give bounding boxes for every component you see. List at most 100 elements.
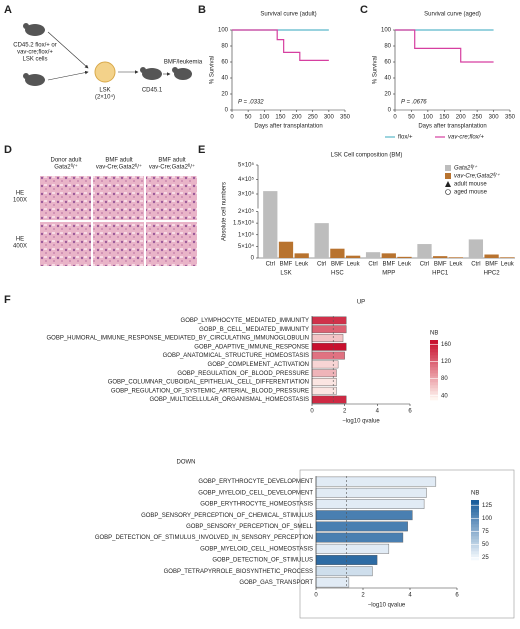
x-tick-label: 50 bbox=[408, 115, 415, 121]
x-tick-label: 150 bbox=[439, 115, 450, 121]
bar bbox=[345, 255, 361, 258]
category-label: GOBP_MYELOID_CELL_HOMEOSTASIS bbox=[200, 546, 313, 552]
x-tick-label: Leuk bbox=[398, 262, 412, 268]
group-label: LSK bbox=[280, 271, 291, 277]
x-axis-label: Days after transplantation bbox=[254, 124, 322, 130]
legend-label: vav-Cre;Gata2ᶠˡ/⁺ bbox=[454, 173, 500, 180]
x-tick-label: 100 bbox=[259, 115, 270, 121]
diagram-label: CD45.1 bbox=[142, 88, 163, 94]
panel-label: E bbox=[198, 144, 205, 156]
axis bbox=[231, 30, 345, 111]
legend-label: vav-cre;flox/+ bbox=[448, 135, 484, 141]
y-tick-label: 3×10⁵ bbox=[238, 191, 255, 198]
histology-image bbox=[93, 176, 144, 220]
bar bbox=[484, 254, 499, 258]
colorbar-tick-label: 80 bbox=[441, 376, 448, 382]
colorbar-step bbox=[471, 539, 479, 543]
survival-line bbox=[395, 29, 494, 63]
colorbar-step bbox=[430, 349, 438, 353]
category-label: GOBP_ERYTHROCYTE_DEVELOPMENT bbox=[198, 479, 313, 485]
category-label: GOBP_ERYTHROCYTE_HOMEOSTASIS bbox=[200, 502, 313, 508]
colorbar-step bbox=[471, 509, 479, 513]
bar bbox=[311, 386, 337, 395]
colorbar-step bbox=[430, 343, 438, 347]
histology-image bbox=[146, 222, 197, 266]
y-tick-label: 0 bbox=[251, 256, 255, 262]
bar bbox=[315, 521, 408, 532]
column-label: Donor adult bbox=[50, 158, 81, 164]
category-label: GOBP_REGULATION_OF_BLOOD_PRESSURE bbox=[177, 371, 309, 377]
category-label: GOBP_GAS_TRANSPORT bbox=[239, 580, 313, 586]
colorbar-step bbox=[430, 355, 438, 359]
x-tick-label: 350 bbox=[505, 115, 516, 121]
bar bbox=[311, 316, 347, 325]
category-label: GOBP_COLUMNAR_CUBOIDAL_EPITHELIAL_CELL_D… bbox=[108, 380, 309, 386]
x-tick-label: 150 bbox=[275, 115, 286, 121]
diagram-label: LSK cells bbox=[22, 57, 47, 63]
row-label: HE bbox=[16, 237, 24, 243]
x-tick-label: 6 bbox=[455, 593, 459, 599]
category-label: GOBP_LYMPHOCYTE_MEDIATED_IMMUNITY bbox=[181, 318, 309, 324]
colorbar-step bbox=[430, 385, 438, 389]
bar bbox=[263, 191, 278, 258]
survival-line bbox=[232, 29, 329, 61]
x-tick-label: BMF bbox=[382, 262, 395, 268]
x-tick-label: 4 bbox=[376, 409, 380, 415]
row-label: HE bbox=[16, 191, 24, 197]
bar bbox=[311, 334, 344, 342]
y-tick-label: 20 bbox=[221, 92, 228, 98]
bar bbox=[381, 253, 396, 258]
column-label: BMF adult bbox=[105, 158, 133, 164]
histology-image bbox=[93, 222, 144, 266]
x-tick-label: Ctrl bbox=[266, 262, 275, 268]
x-tick-label: 250 bbox=[308, 115, 319, 121]
x-tick-label: 0 bbox=[393, 115, 397, 121]
category-label: GOBP_ANATOMICAL_STRUCTURE_HOMEOSTASIS bbox=[163, 353, 309, 359]
colorbar-step bbox=[471, 536, 479, 540]
category-label: GOBP_ADAPTIVE_IMMUNE_RESPONSE bbox=[194, 344, 309, 350]
category-label: GOBP_DETECTION_OF_STIMULUS_INVOLVED_IN_S… bbox=[95, 535, 313, 541]
colorbar-step bbox=[430, 376, 438, 380]
colorbar-step bbox=[471, 557, 479, 561]
y-tick-label: 1.5×10⁵ bbox=[233, 220, 255, 227]
bar bbox=[315, 543, 390, 554]
category-label: GOBP_REGULATION_OF_SYSTEMIC_ARTERIAL_BLO… bbox=[111, 388, 309, 394]
legend-marker bbox=[445, 181, 451, 187]
colorbar-step bbox=[430, 367, 438, 371]
colorbar-step bbox=[471, 551, 479, 555]
x-tick-label: BMF bbox=[485, 262, 498, 268]
colorbar-tick-label: 25 bbox=[482, 555, 489, 561]
x-tick-label: BMF bbox=[331, 262, 344, 268]
colorbar-step bbox=[430, 346, 438, 350]
x-tick-label: Leuk bbox=[347, 262, 361, 268]
diagram-icons bbox=[23, 23, 192, 86]
y-axis-label: Absolute cell numbers bbox=[222, 182, 228, 241]
chart-title: LSK Cell composition (BM) bbox=[331, 153, 403, 159]
colorbar-tick-label: 40 bbox=[441, 393, 448, 399]
bar bbox=[330, 248, 345, 258]
bar bbox=[417, 244, 432, 258]
panel-header: UP bbox=[357, 300, 365, 306]
y-tick-label: 100 bbox=[218, 28, 229, 34]
x-tick-label: 350 bbox=[340, 115, 351, 121]
bar bbox=[311, 325, 347, 334]
colorbar-tick-label: 100 bbox=[482, 516, 493, 522]
colorbar-tick-label: 120 bbox=[441, 359, 452, 365]
x-tick-label: 200 bbox=[456, 115, 467, 121]
x-tick-label: Ctrl bbox=[317, 262, 326, 268]
colorbar-tick-label: 125 bbox=[482, 503, 493, 509]
legend-marker bbox=[445, 189, 451, 195]
legend-swatch bbox=[445, 165, 451, 171]
y-axis-label: % Survival bbox=[210, 56, 216, 84]
y-tick-label: 2×10⁵ bbox=[238, 208, 255, 215]
panel-label: A bbox=[4, 4, 12, 16]
axis bbox=[394, 30, 510, 111]
row-label: 100X bbox=[13, 198, 27, 204]
legend-label: aged mouse bbox=[454, 190, 488, 196]
panel-label: D bbox=[4, 144, 12, 156]
y-tick-label: 80 bbox=[221, 44, 228, 50]
y-axis-label: % Survival bbox=[373, 56, 379, 84]
colorbar-step bbox=[471, 527, 479, 531]
x-tick-label: 300 bbox=[489, 115, 500, 121]
group-label: HPC2 bbox=[484, 271, 501, 277]
